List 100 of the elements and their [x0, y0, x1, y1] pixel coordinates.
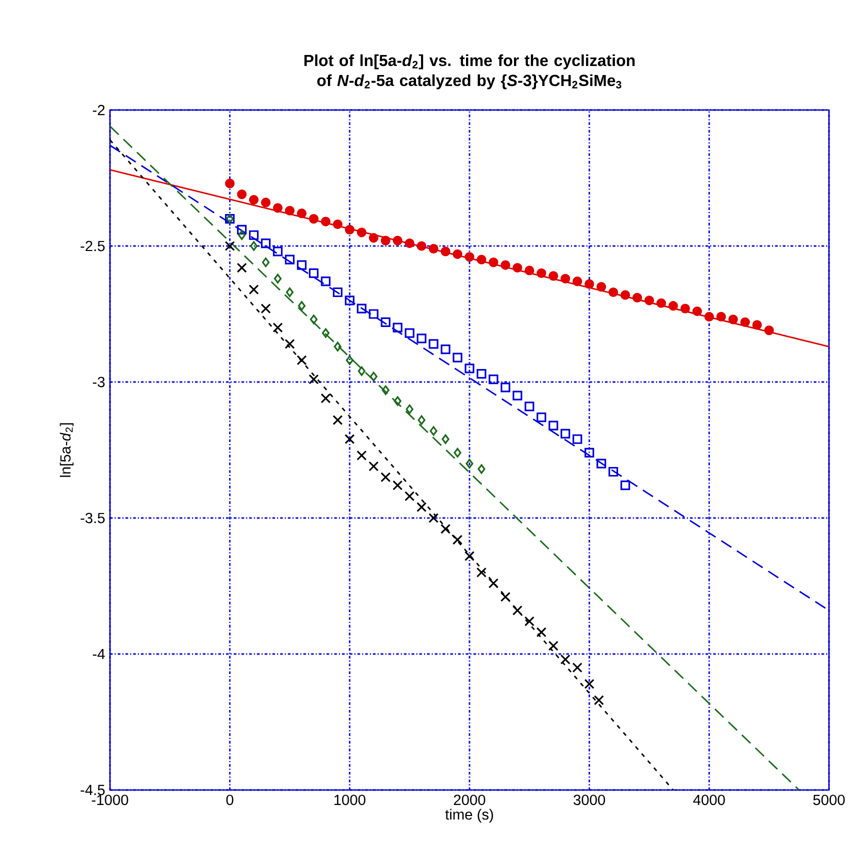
point — [560, 428, 570, 438]
point — [296, 260, 307, 270]
y-tick-label: -2.5 — [80, 240, 105, 252]
point — [572, 434, 582, 444]
point — [728, 314, 738, 324]
point — [356, 228, 366, 238]
point — [596, 458, 606, 468]
point — [632, 292, 642, 302]
point — [368, 461, 379, 472]
y-tick-label: -3.5 — [80, 512, 105, 524]
point — [286, 287, 294, 298]
point — [248, 284, 259, 295]
point — [716, 312, 726, 322]
point — [464, 364, 474, 374]
point — [382, 385, 390, 395]
point — [418, 415, 426, 425]
point — [454, 448, 462, 458]
point — [260, 238, 271, 248]
point — [394, 396, 402, 406]
point — [572, 662, 582, 673]
point — [380, 472, 391, 482]
point — [310, 314, 318, 324]
chart-title: Plot of ln[5a-d$_{2}$] vs. time for the cyclization of N-d$_{2}$-5a catalyzed by {S-3}YCH$_{2}$SiMe$_{3}$ — [304, 54, 635, 90]
point — [560, 654, 570, 664]
point — [308, 214, 319, 224]
point — [322, 328, 330, 338]
point — [296, 355, 307, 366]
point — [346, 355, 354, 366]
point — [332, 287, 342, 298]
point — [476, 567, 487, 578]
point — [524, 616, 534, 626]
point — [752, 320, 762, 330]
point — [272, 203, 283, 213]
point — [466, 458, 474, 468]
point — [680, 304, 690, 314]
point — [356, 450, 367, 460]
point — [320, 276, 330, 286]
point — [392, 236, 402, 246]
point — [536, 627, 546, 638]
point — [416, 502, 427, 512]
point — [608, 287, 618, 298]
point — [428, 244, 438, 254]
point — [272, 246, 283, 256]
x-tick-label: 4000 — [693, 794, 725, 806]
point — [464, 252, 474, 262]
point — [644, 296, 654, 306]
point — [404, 238, 414, 248]
point — [512, 605, 522, 616]
point — [442, 434, 450, 444]
point — [548, 420, 558, 430]
point — [764, 326, 774, 336]
point — [249, 230, 259, 240]
point — [274, 274, 282, 284]
point — [368, 233, 378, 243]
point — [594, 695, 604, 706]
y-tick-label: -4.5 — [80, 784, 105, 796]
point — [500, 382, 510, 392]
point — [284, 338, 295, 349]
x-tick-label: 3000 — [574, 794, 606, 806]
point — [524, 402, 534, 412]
y-tick-label: -4 — [92, 648, 105, 660]
point — [428, 512, 439, 524]
point — [512, 390, 522, 400]
point — [512, 262, 522, 273]
point — [380, 317, 390, 327]
point — [476, 254, 486, 264]
point — [344, 224, 354, 234]
point — [249, 194, 259, 205]
point — [620, 480, 630, 490]
point — [440, 344, 450, 354]
point — [370, 372, 378, 382]
point — [704, 312, 714, 322]
point — [404, 491, 415, 502]
point — [488, 258, 498, 268]
point — [584, 678, 594, 689]
point — [332, 415, 343, 426]
point — [488, 374, 498, 384]
y-axis-title: ln[5a-d$_{2}$] — [60, 423, 74, 477]
point — [692, 306, 702, 316]
point — [250, 241, 258, 251]
point — [572, 276, 582, 286]
point — [237, 190, 247, 200]
point — [656, 298, 666, 308]
point — [464, 551, 475, 562]
point — [478, 464, 486, 474]
point — [536, 412, 546, 422]
point — [308, 268, 319, 278]
point — [260, 304, 271, 314]
point — [358, 366, 366, 376]
point — [620, 290, 630, 300]
point — [740, 317, 750, 327]
x-tick-label: 2000 — [454, 794, 486, 806]
point — [440, 524, 451, 534]
point — [440, 246, 450, 256]
point — [596, 282, 606, 292]
point — [334, 342, 342, 352]
point — [524, 266, 534, 276]
point — [308, 374, 319, 384]
point — [430, 426, 438, 436]
point — [416, 241, 426, 251]
